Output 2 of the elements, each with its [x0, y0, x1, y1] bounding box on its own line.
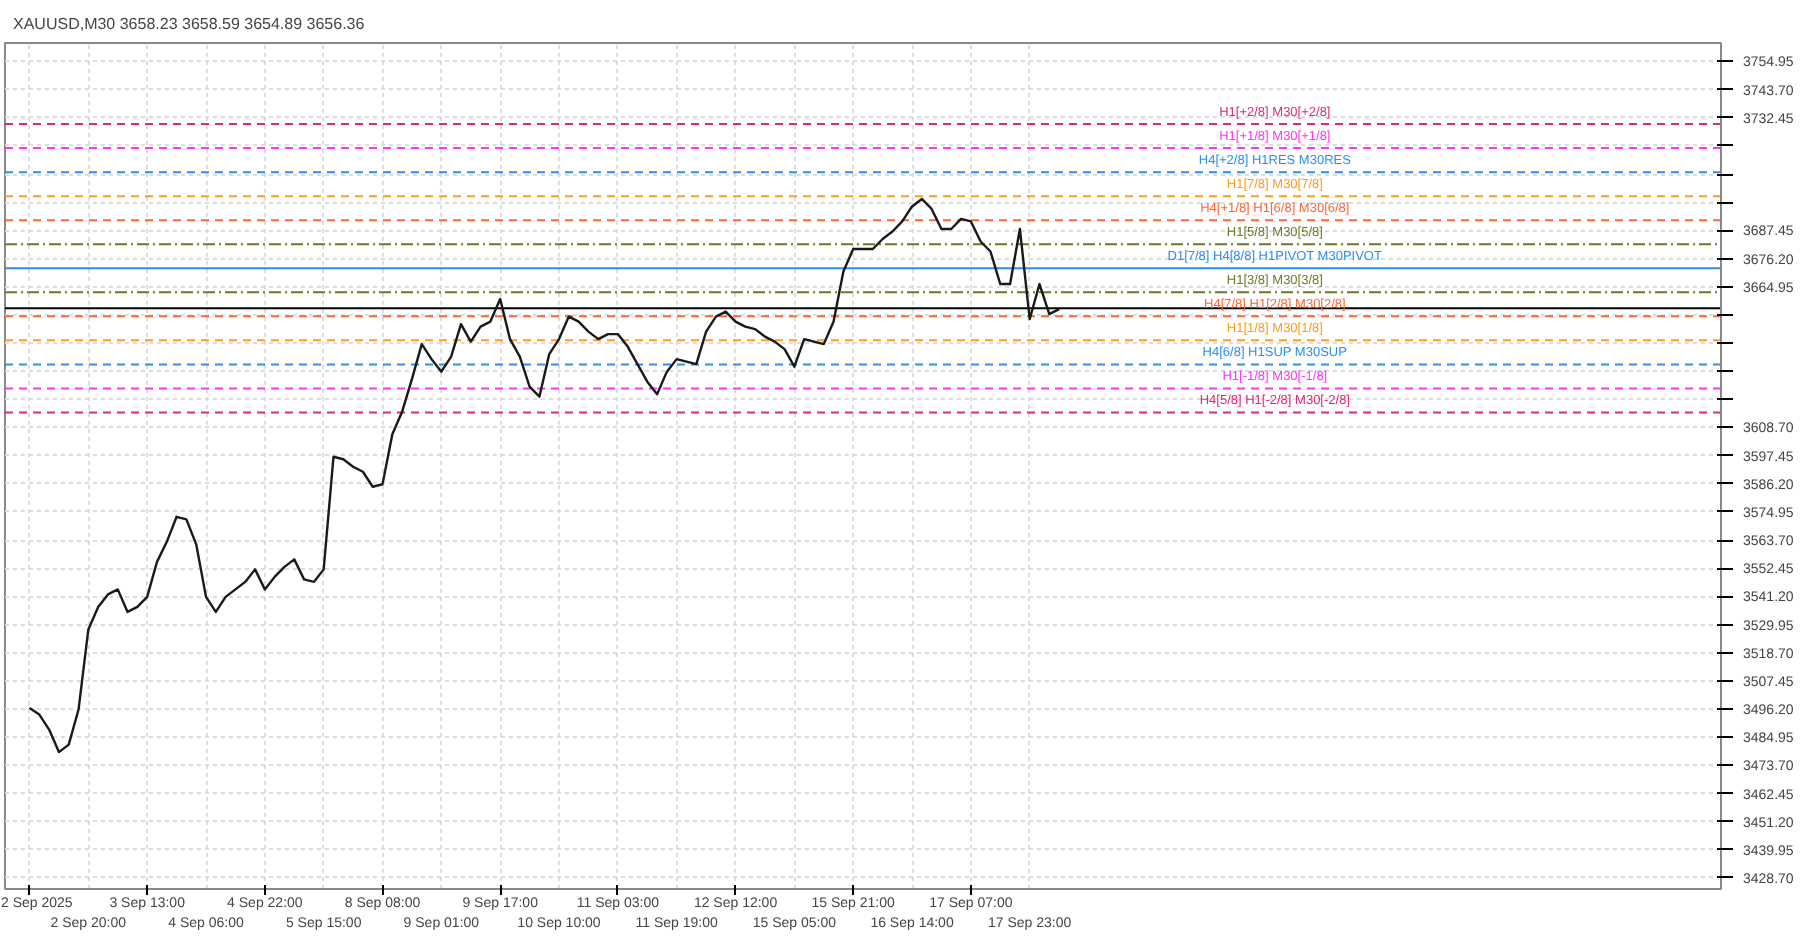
chart-title: XAUUSD,M30 3658.23 3658.59 3654.89 3656.36: [13, 15, 366, 33]
line-series: [28, 197, 1061, 754]
